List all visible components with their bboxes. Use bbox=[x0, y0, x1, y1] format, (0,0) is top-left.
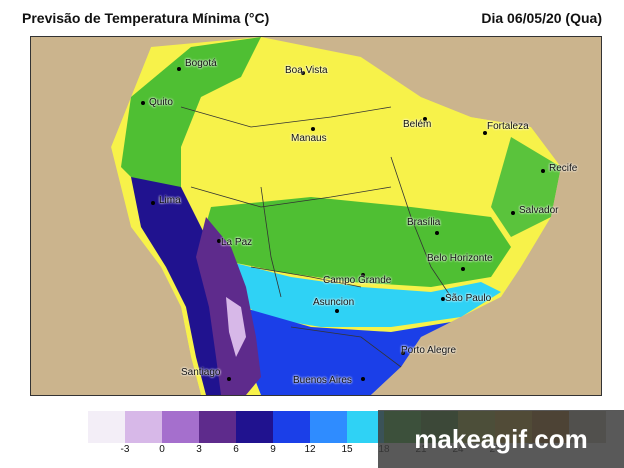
city-label-buenos-aires: Buenos Aires bbox=[293, 375, 352, 386]
legend-tick-label: 3 bbox=[196, 444, 202, 455]
city-dot-sao-paulo bbox=[441, 297, 445, 301]
region-cyan bbox=[231, 262, 501, 327]
city-label-porto-alegre: Porto Alegre bbox=[401, 345, 457, 356]
legend-swatch bbox=[273, 411, 310, 443]
city-dot-la-paz bbox=[217, 239, 221, 243]
city-dot-lima bbox=[151, 201, 155, 205]
city-label-lima: Lima bbox=[159, 195, 181, 206]
city-label-belem: Belém bbox=[403, 119, 432, 130]
country-borders bbox=[180, 106, 452, 368]
legend-swatch bbox=[125, 411, 162, 443]
city-dot-salvador bbox=[511, 211, 515, 215]
city-dot-belem bbox=[423, 117, 427, 121]
legend-tick-label: 0 bbox=[159, 444, 165, 455]
city-dot-fortaleza bbox=[483, 131, 487, 135]
city-label-asuncion: Asuncion bbox=[313, 297, 355, 308]
legend-tick-label: 9 bbox=[270, 444, 276, 455]
city-label-fortaleza: Fortaleza bbox=[487, 121, 529, 132]
city-dot-bogota bbox=[177, 67, 181, 71]
city-label-brasilia: Brasília bbox=[407, 217, 441, 228]
city-label-campo-grande: Campo Grande bbox=[323, 275, 392, 286]
city-dot-belo-horizonte bbox=[461, 267, 465, 271]
city-label-quito: Quito bbox=[149, 97, 173, 108]
map-title: Previsão de Temperatura Mínima (°C) bbox=[22, 10, 270, 26]
legend-tick-label: 15 bbox=[341, 444, 353, 455]
region-green-east bbox=[491, 137, 561, 237]
region-green-northwest bbox=[121, 37, 261, 187]
legend-swatch bbox=[162, 411, 199, 443]
city-dot-recife bbox=[541, 169, 545, 173]
city-label-boa-vista: Boa Vista bbox=[285, 65, 328, 76]
city-label-recife: Recife bbox=[549, 163, 578, 174]
legend-swatch bbox=[236, 411, 273, 443]
city-label-la-paz: La Paz bbox=[221, 237, 253, 248]
city-label-santiago: Santiago bbox=[181, 367, 221, 378]
legend-swatch bbox=[88, 411, 125, 443]
city-dot-manaus bbox=[311, 127, 315, 131]
legend-swatch bbox=[199, 411, 236, 443]
legend-swatch bbox=[347, 411, 384, 443]
legend-tick-label: 12 bbox=[304, 444, 316, 455]
city-dot-quito bbox=[141, 101, 145, 105]
city-dot-buenos-aires bbox=[361, 377, 365, 381]
forecast-date: Dia 06/05/20 (Qua) bbox=[481, 10, 602, 26]
city-dot-porto-alegre bbox=[401, 351, 405, 355]
city-label-belo-horizonte: Belo Horizonte bbox=[427, 253, 493, 264]
legend-tick-label: -3 bbox=[120, 444, 130, 455]
region-navy-coast bbox=[131, 177, 241, 395]
region-light-purple-peaks bbox=[226, 297, 246, 357]
city-label-manaus: Manaus bbox=[291, 133, 327, 144]
region-blue bbox=[241, 307, 451, 395]
city-dot-asuncion bbox=[335, 309, 339, 313]
map-canvas bbox=[31, 37, 601, 395]
city-dot-boa-vista bbox=[301, 71, 305, 75]
city-dot-santiago bbox=[227, 377, 231, 381]
city-dot-campo-grande bbox=[361, 273, 365, 277]
region-green-center bbox=[201, 197, 511, 287]
city-label-sao-paulo: São Paulo bbox=[445, 293, 492, 304]
temperature-map: Bogotá Quito Boa Vista Manaus Belém Fort… bbox=[30, 36, 602, 396]
watermark: makeagif.com bbox=[378, 410, 624, 468]
city-dot-brasilia bbox=[435, 231, 439, 235]
legend-tick-label: 6 bbox=[233, 444, 239, 455]
legend-swatch bbox=[310, 411, 347, 443]
city-label-salvador: Salvador bbox=[519, 205, 559, 216]
city-label-bogota: Bogotá bbox=[185, 58, 217, 69]
pacific-coast bbox=[31, 37, 201, 395]
atlantic-ocean bbox=[361, 37, 601, 395]
